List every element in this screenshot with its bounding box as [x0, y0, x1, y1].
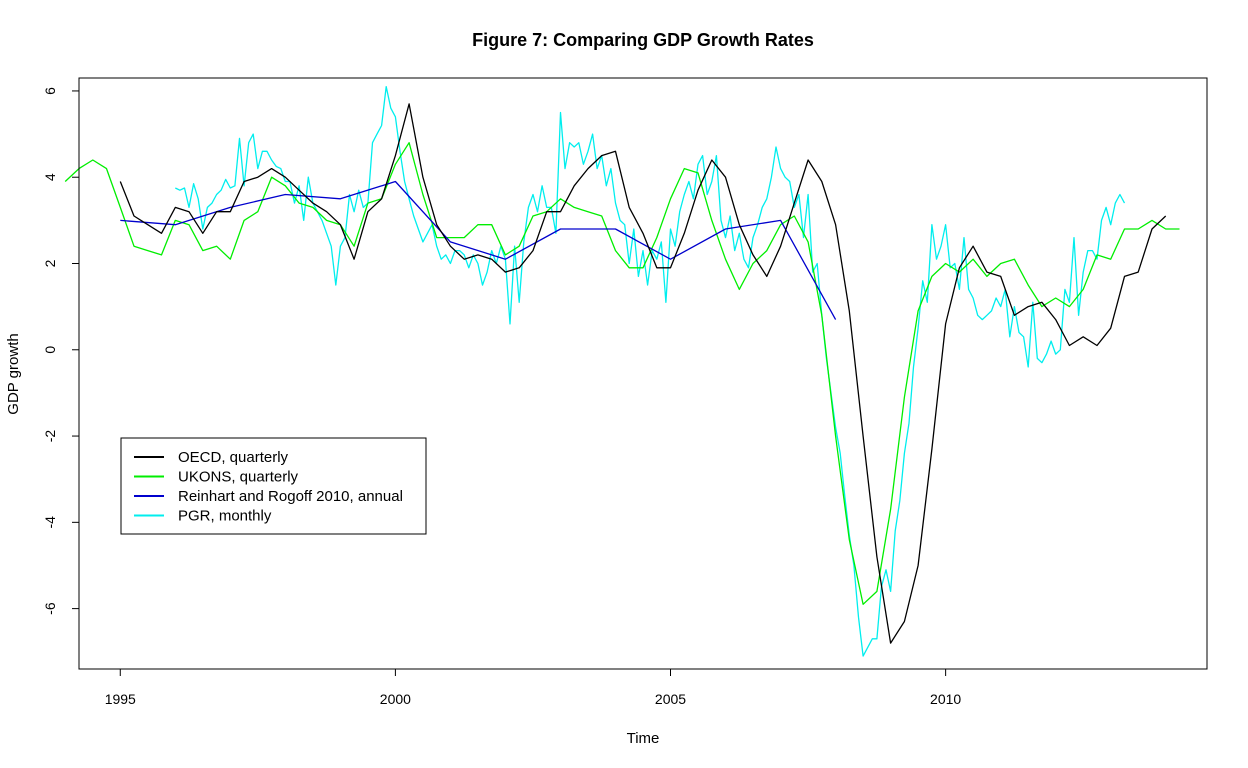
- legend-box: [120, 437, 427, 535]
- y-axis-label: GDP growth: [5, 333, 22, 414]
- legend: OECD, quarterly UKONS, quarterly Reinhart …: [120, 437, 427, 535]
- x-axis: 1995 2000 2005 2010: [105, 668, 961, 707]
- y-tick-label: -4: [42, 516, 58, 529]
- y-tick-label: 4: [42, 173, 58, 181]
- y-tick-label: 2: [42, 259, 58, 267]
- legend-label: Reinhart and Rogoff 2010, annual: [178, 488, 403, 505]
- legend-label: UKONS, quarterly: [178, 469, 299, 486]
- chart-title: Figure 7: Comparing GDP Growth Rates: [472, 30, 814, 50]
- series-line-pgr-monthly: [175, 85, 1126, 657]
- x-tick-label: 2005: [655, 691, 686, 707]
- x-tick-label: 1995: [105, 691, 136, 707]
- series-line-oecd-quarterly: [119, 103, 1167, 644]
- x-tick-label: 2000: [380, 691, 411, 707]
- y-axis: -6 -4 -2 0 2 4 6: [42, 87, 80, 615]
- x-tick-label: 2010: [930, 691, 961, 707]
- plot-frame: [78, 77, 1208, 670]
- legend-label: PGR, monthly: [178, 508, 272, 525]
- series-line-ukons-quarterly: [64, 142, 1180, 605]
- series-layer: [64, 85, 1180, 657]
- y-tick-label: -6: [42, 602, 58, 615]
- legend-label: OECD, quarterly: [178, 449, 289, 466]
- y-tick-label: 6: [42, 87, 58, 95]
- series-line-reinhart-and-rogoff-2010-annual: [120, 180, 837, 320]
- y-tick-label: 0: [42, 346, 58, 354]
- x-axis-label: Time: [627, 730, 660, 747]
- y-tick-label: -2: [42, 430, 58, 443]
